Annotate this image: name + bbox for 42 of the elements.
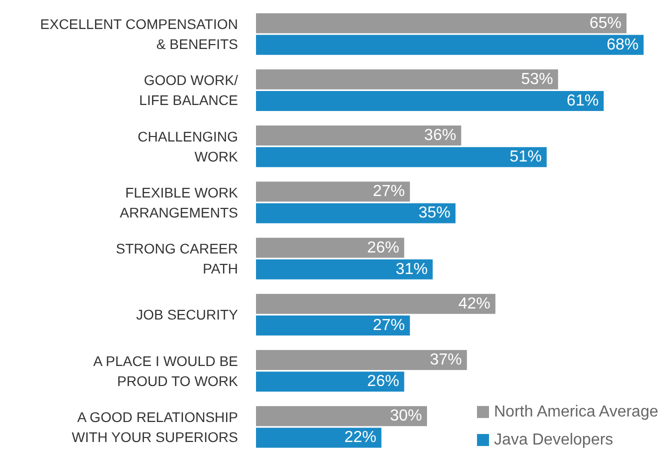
y-tick-label: JOB SECURITY [136, 306, 239, 323]
data-label: 36% [424, 127, 456, 144]
data-label: 51% [510, 148, 542, 166]
legend-label: North America Average [494, 404, 658, 420]
bar [256, 126, 462, 146]
y-tick-label: CHALLENGING WORK [138, 128, 239, 164]
bar [256, 428, 382, 448]
y-tick-label: A GOOD RELATIONSHIP WITH YOUR SUPERIORS [72, 408, 238, 445]
data-label: 22% [344, 429, 376, 446]
data-label: 68% [606, 36, 639, 54]
bar [256, 13, 626, 34]
bar [256, 147, 547, 168]
legend-label: Java Developers [494, 432, 614, 448]
bar [256, 203, 456, 224]
bar [256, 315, 410, 336]
data-label: 27% [372, 183, 405, 200]
bar [256, 350, 467, 370]
data-label: 26% [367, 239, 400, 256]
y-tick-label: EXCELLENT COMPENSATION & BENEFITS [40, 16, 238, 52]
bar [256, 238, 404, 258]
bar [256, 34, 644, 55]
y-tick-label: FLEXIBLE WORK ARRANGEMENTS [120, 184, 239, 220]
data-label: 42% [458, 295, 490, 312]
y-tick-label: A PLACE I WOULD BE PROUD TO WORK [93, 352, 239, 389]
bar [256, 406, 427, 426]
bar [256, 259, 433, 280]
data-label: 31% [396, 260, 428, 278]
data-label: 37% [430, 352, 462, 369]
y-tick-label: GOOD WORK/ LIFE BALANCE [139, 72, 238, 108]
data-label: 30% [390, 408, 422, 425]
data-label: 27% [372, 316, 405, 334]
bar [256, 182, 410, 202]
data-label: 35% [418, 204, 450, 222]
bar [256, 90, 604, 111]
data-label: 53% [521, 70, 554, 88]
bar [256, 69, 558, 90]
data-label: 26% [367, 373, 400, 390]
data-label: 61% [566, 92, 599, 110]
data-label: 65% [589, 14, 622, 32]
y-tick-label: STRONG CAREER PATH [116, 240, 238, 277]
bar [256, 294, 496, 314]
bar [256, 372, 404, 392]
